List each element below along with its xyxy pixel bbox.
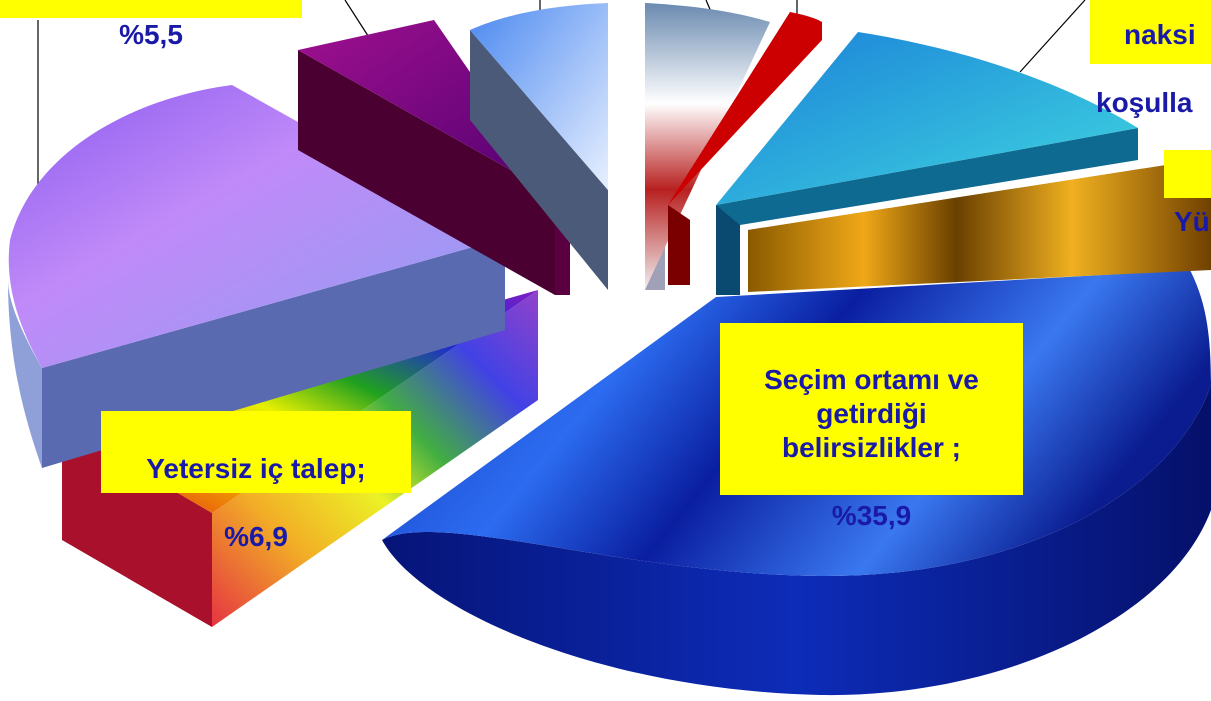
data-label-name: Yetersiz iç talep xyxy=(146,453,357,484)
pie-slice-side xyxy=(42,238,505,468)
data-label-category: Seçim ortamı ve getirdiği belirsizlikler… xyxy=(764,364,979,463)
pie-slice-top xyxy=(470,3,608,190)
data-label-value: %6,9 xyxy=(224,521,288,552)
data-label-top-right: naksi koşulla xyxy=(1090,0,1211,118)
pie-slice-top xyxy=(8,85,506,368)
data-label-value: %35,9 xyxy=(831,500,912,531)
data-label-value: Yü xyxy=(1174,206,1210,237)
pie-slice-top xyxy=(748,158,1211,230)
pie-slice-top xyxy=(716,32,1138,205)
data-label-line: koşulla xyxy=(1096,87,1193,118)
pie-slice-side xyxy=(382,385,1211,696)
pie-slice-side xyxy=(8,280,42,468)
leader-line xyxy=(1019,0,1086,73)
pie-slice-side xyxy=(470,30,608,290)
data-label-top-left: %5,5 xyxy=(0,0,302,50)
pie-slice-red xyxy=(668,12,822,285)
data-label-secim-ortami: Seçim ortamı ve getirdiği belirsizlikler… xyxy=(720,323,1023,531)
data-label-category: Yetersiz iç talep; xyxy=(146,453,366,484)
data-label-value: %5,5 xyxy=(119,19,183,50)
pie-slice-side xyxy=(716,128,1138,225)
pie-slice-gold xyxy=(748,158,1211,292)
pie-slice-top xyxy=(668,12,822,205)
pie-slice-side xyxy=(668,205,690,285)
pie-slice-side xyxy=(716,205,740,295)
pie-slice-lavender xyxy=(8,85,506,468)
pie-slice-side xyxy=(62,425,212,627)
data-label-name: Seçim ortamı ve getirdiği belirsizlikler xyxy=(764,364,979,463)
pie-slice-cyan xyxy=(716,32,1138,295)
pie-slice-lightblue xyxy=(470,3,608,290)
pie-slice-top xyxy=(298,20,555,195)
data-label-right-edge: Yü xyxy=(1164,150,1211,237)
data-label-line: naksi xyxy=(1124,19,1196,50)
pie-slice-side xyxy=(298,50,555,295)
data-label-yetersiz-ic-talep: Yetersiz iç talep; %6,9 xyxy=(101,411,411,552)
